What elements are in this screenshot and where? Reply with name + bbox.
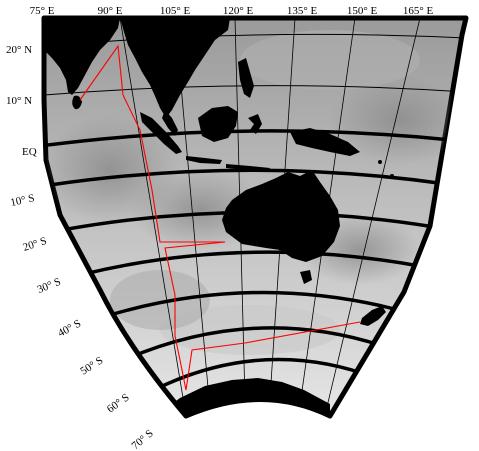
land-island (378, 160, 382, 164)
longitude-labels: 75° E 90° E 105° E 120° E 135° E 150° E … (30, 5, 434, 17)
land-malay-peninsula (162, 110, 178, 136)
longitude-label: 135° E (287, 5, 318, 17)
longitude-label: 75° E (30, 5, 55, 17)
land-philippines (238, 58, 254, 98)
land-borneo (198, 106, 238, 142)
land-sumatra (140, 112, 182, 154)
bathymetry-patch (110, 270, 210, 330)
land-sulawesi (248, 114, 262, 134)
latitude-label: 60° S (105, 391, 132, 415)
latitude-label: 70° S (129, 427, 155, 451)
bathymetry-patch (330, 75, 466, 165)
latitude-label: EQ (22, 146, 37, 158)
land-india (44, 18, 120, 95)
longitude-label: 105° E (160, 5, 191, 17)
latitude-label: 50° S (78, 354, 105, 377)
latitude-label: 40° S (56, 318, 83, 340)
longitude-label: 90° E (98, 5, 123, 17)
latitude-label: 30° S (36, 276, 63, 296)
land-new-guinea (290, 128, 360, 156)
bathymetry-patch (240, 30, 420, 90)
land-australia (222, 170, 340, 262)
longitude-label: 150° E (347, 5, 378, 17)
land-tasmania (300, 270, 312, 284)
land-island (390, 174, 394, 178)
latitude-label: 10° S (9, 192, 35, 209)
latitude-label: 20° S (21, 235, 48, 254)
land-sri-lanka (72, 95, 82, 110)
longitude-label: 165° E (403, 5, 434, 17)
latitude-label: 20° N (6, 44, 32, 56)
longitude-label: 120° E (223, 5, 254, 17)
land-new-zealand (360, 306, 386, 326)
land-java (186, 156, 222, 164)
cruise-track (79, 44, 361, 391)
land-indochina (120, 18, 230, 118)
land-lesser-sunda (226, 164, 270, 171)
latitude-label: 10° N (6, 95, 32, 107)
